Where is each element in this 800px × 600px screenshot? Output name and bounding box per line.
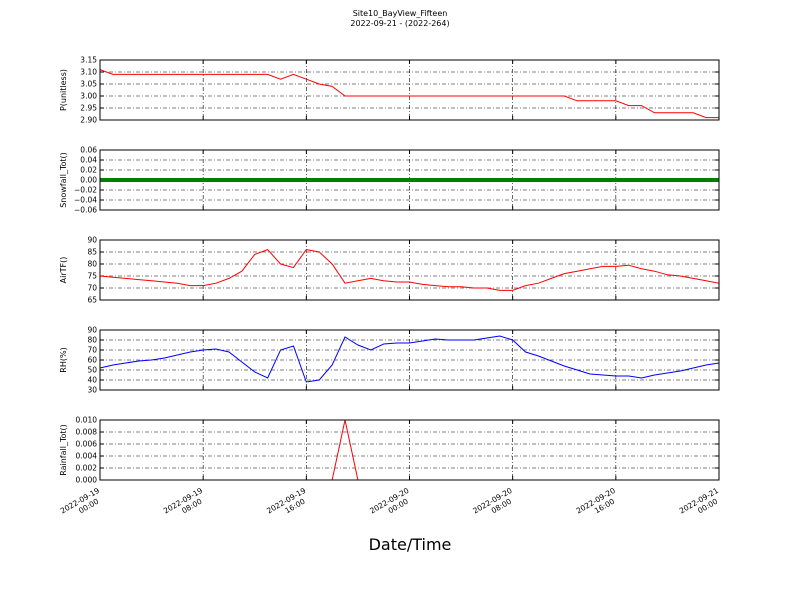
y-axis-label: RH(%) [59,347,68,372]
x-tick-label: 2022-09-21 00:00 [678,486,725,523]
y-tick-label: 0.010 [76,416,98,425]
x-axis-label: Date/Time [369,535,452,554]
y-tick-label: 0.008 [76,428,98,437]
title: Site10_BayView_Fifteen [353,9,448,18]
y-tick-label: 0.006 [76,440,98,449]
y-axis-label: Snowfall_Tot() [59,152,68,208]
y-tick-label: −0.02 [74,186,97,195]
y-tick-label: 80 [87,336,97,345]
y-tick-label: 0.06 [80,146,97,155]
y-tick-label: −0.06 [74,206,97,215]
y-tick-label: 70 [87,284,97,293]
data-line [99,335,720,383]
y-tick-label: 0.04 [80,156,97,165]
y-tick-label: 3.15 [80,56,97,65]
y-tick-label: 40 [87,376,97,385]
y-tick-label: 2.90 [80,116,97,125]
y-tick-label: 70 [87,346,97,355]
x-tick-label: 2022-09-20 00:00 [368,486,415,523]
y-tick-label: 30 [87,386,97,395]
y-axis-label: AirTF() [59,257,68,284]
y-tick-label: 80 [87,260,97,269]
y-tick-label: 0.00 [80,176,97,185]
y-tick-label: 50 [87,366,97,375]
y-tick-label: 90 [87,326,97,335]
plot-frame [99,239,720,301]
y-tick-label: 2.95 [80,104,97,113]
y-tick-label: 65 [87,296,97,305]
y-tick-label: 0.000 [76,476,98,485]
y-axis-label: P(unitless) [59,69,68,111]
x-tick-label: 2022-09-19 16:00 [265,486,312,523]
y-tick-label: 75 [87,272,97,281]
plot-frame [99,419,720,481]
y-axis-label: Rainfall_Tot() [59,424,68,476]
subtitle: 2022-09-21 - (2022-264) [350,19,449,28]
x-tick-label: 2022-09-20 08:00 [471,486,518,523]
y-tick-label: 60 [87,356,97,365]
y-tick-label: 85 [87,248,97,257]
plot-frame [99,329,720,391]
y-tick-label: 90 [87,236,97,245]
y-tick-label: 3.00 [80,92,97,101]
y-tick-label: 0.02 [80,166,97,175]
y-tick-label: 3.10 [80,68,97,77]
data-line [99,249,720,291]
x-tick-label: 2022-09-19 00:00 [59,486,106,523]
y-tick-label: 0.002 [76,464,98,473]
data-line [99,69,719,119]
y-tick-label: 3.05 [80,80,97,89]
plot-frame [99,149,720,211]
y-tick-label: 0.004 [76,452,98,461]
x-tick-label: 2022-09-20 16:00 [575,486,622,523]
x-tick-label: 2022-09-19 08:00 [162,486,209,523]
y-tick-label: −0.04 [74,196,97,205]
plot-frame [99,59,720,121]
